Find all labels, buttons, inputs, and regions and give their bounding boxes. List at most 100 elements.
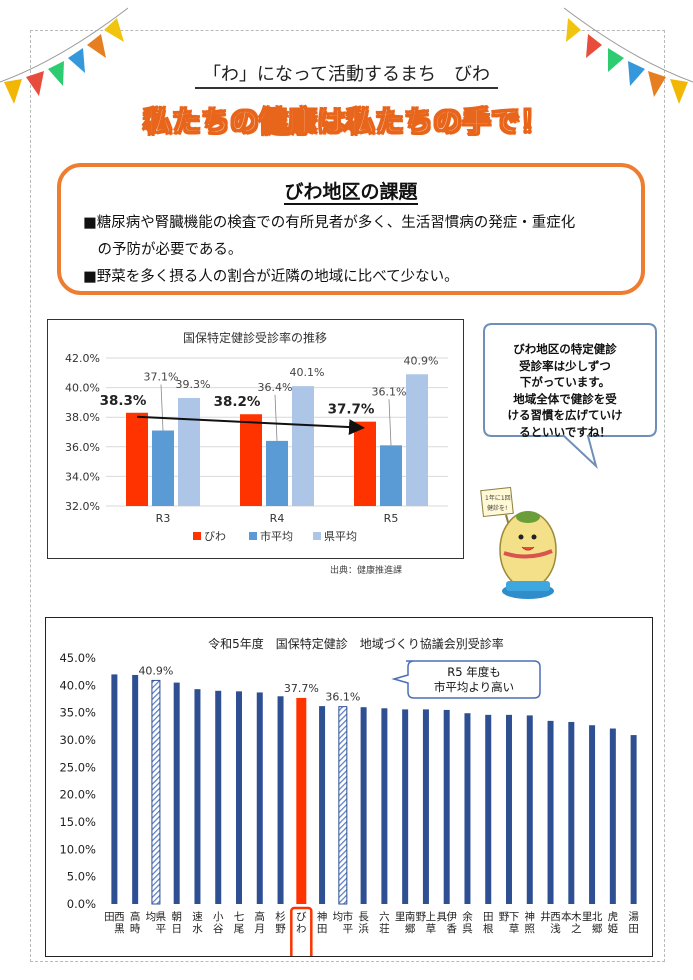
legend-swatch-市平均: [249, 532, 257, 540]
subtitle: 「わ」になって活動するまち びわ: [0, 60, 693, 89]
mascot-sign-text-2: 健診を!: [487, 504, 507, 512]
issue-line-1: ■糖尿病や腎臓機能の検査での有所見者が多く、生活習慣病の発症・重症化: [83, 215, 576, 231]
bar-average: [151, 679, 161, 905]
x-tick-label: 荘: [379, 923, 390, 935]
callout-line: 市平均より高い: [434, 680, 514, 694]
x-tick-label: 之: [571, 922, 582, 935]
comment-line: るといいですね！: [519, 424, 611, 439]
x-tick-label: 高: [255, 910, 266, 923]
callout-line: R5 年度も: [447, 665, 500, 679]
y-tick-label: 30.0%: [59, 733, 96, 747]
x-tick-label: 黒: [114, 923, 125, 935]
callout-bubble: [391, 660, 541, 699]
x-tick-label: 野: [416, 911, 427, 923]
trend-arrow: [136, 415, 365, 436]
biwa-label-frame: [290, 906, 313, 956]
issue-line-2: の予防が必要である。: [83, 242, 243, 258]
x-tick-label: 西: [114, 911, 125, 923]
bar-市平均: [152, 430, 174, 506]
x-tick-label: 草: [426, 923, 437, 935]
bar-市平均: [266, 440, 288, 506]
y-tick-label: 10.0%: [59, 842, 96, 856]
legend-label: 県平均: [324, 530, 357, 543]
x-tick-label: 野: [499, 911, 510, 923]
data-label-県平均: 40.9%: [404, 354, 439, 367]
bar: [277, 696, 284, 904]
speech-bubble: [483, 323, 657, 470]
area-chart: 令和5年度 国保特定健診 地域づくり協議会別受診率 0.0% 5.0% 10.0% 15…: [45, 617, 653, 957]
bar: [132, 674, 139, 904]
x-tick-label: わ: [296, 923, 307, 935]
x-tick-label: 里: [582, 911, 593, 923]
x-tick-label: 平: [343, 923, 354, 935]
issue-line-3: ■野菜を多く摂る人の割合が近隣の地域に比べて少ない。: [83, 269, 459, 285]
bar: [422, 709, 429, 904]
x-tick-label: 日: [171, 923, 182, 935]
leader-line: [388, 399, 392, 446]
bar-びわ: [240, 414, 262, 506]
comment-line: 地域全体で健診を受: [513, 391, 617, 406]
bar: [236, 691, 242, 904]
comment-line: びわ地区の特定健診: [513, 342, 617, 356]
x-tick-label: 市: [343, 910, 354, 923]
x-tick-label: R5: [384, 512, 399, 525]
page-frame: [30, 30, 665, 962]
bar: [256, 692, 263, 904]
data-label-市平均: 36.4%: [258, 381, 293, 394]
bar: [506, 714, 512, 904]
x-tick-label: 根: [483, 922, 494, 935]
data-label: 36.1%: [325, 691, 360, 704]
x-tick-label: 湯: [628, 911, 639, 923]
x-tick-label: 長: [358, 911, 369, 923]
bar: [485, 714, 492, 904]
bar: [402, 709, 409, 904]
x-tick-label: 小: [213, 911, 224, 923]
data-label-biwa: 37.7%: [328, 402, 375, 418]
y-tick-label: 25.0%: [59, 760, 96, 774]
main-title: 私たちの健康は私たちの手で！: [143, 105, 550, 139]
mascot-sign-text: 1年に1回: [485, 494, 511, 502]
y-tick-label: 5.0%: [67, 870, 96, 884]
source-note: 出典：健康推進課: [330, 566, 403, 576]
y-tick-label: 34.0%: [65, 470, 100, 483]
bar-県平均: [178, 397, 200, 506]
bar: [360, 707, 367, 904]
data-label-市平均: 36.1%: [372, 385, 407, 398]
bar: [464, 713, 471, 904]
x-tick-label: 上: [426, 911, 437, 923]
bar: [173, 682, 180, 904]
x-tick-label: 尾: [234, 923, 245, 935]
x-tick-label: 郷: [592, 922, 603, 935]
x-tick-label: 照: [525, 923, 536, 935]
data-label: 40.9%: [138, 664, 173, 677]
x-tick-label: 伊: [446, 911, 457, 923]
x-tick-label: R4: [270, 512, 285, 525]
bar: [443, 709, 450, 904]
data-label-県平均: 40.1%: [290, 366, 325, 379]
x-tick-label: 七: [234, 911, 245, 923]
bar: [319, 706, 326, 904]
y-tick-label: 40.0%: [65, 382, 100, 395]
x-tick-label: 田: [104, 911, 115, 923]
x-tick-label: 具: [436, 911, 447, 923]
x-tick-label: 草: [509, 923, 520, 935]
x-tick-label: 水: [192, 923, 203, 935]
data-label-県平均: 39.3%: [176, 378, 211, 391]
x-tick-label: 速: [192, 911, 203, 923]
x-tick-label: 呉: [462, 923, 473, 935]
bar: [111, 674, 118, 904]
y-tick-label: 42.0%: [65, 352, 100, 365]
x-tick-label: 均: [146, 911, 157, 923]
bar: [526, 715, 533, 904]
bar: [215, 690, 222, 904]
x-tick-label: 朝: [171, 911, 182, 923]
x-tick-label: 本: [561, 910, 572, 923]
y-tick-label: 36.0%: [65, 441, 100, 454]
x-tick-label: 余: [462, 910, 473, 923]
bar: [381, 708, 388, 904]
leader-line: [160, 384, 164, 431]
bar-average: [338, 706, 348, 905]
issues-heading: びわ地区の課題: [284, 181, 418, 205]
data-label-biwa: 38.2%: [214, 394, 261, 410]
comment-line: ける習慣を広げていけ: [507, 408, 623, 422]
